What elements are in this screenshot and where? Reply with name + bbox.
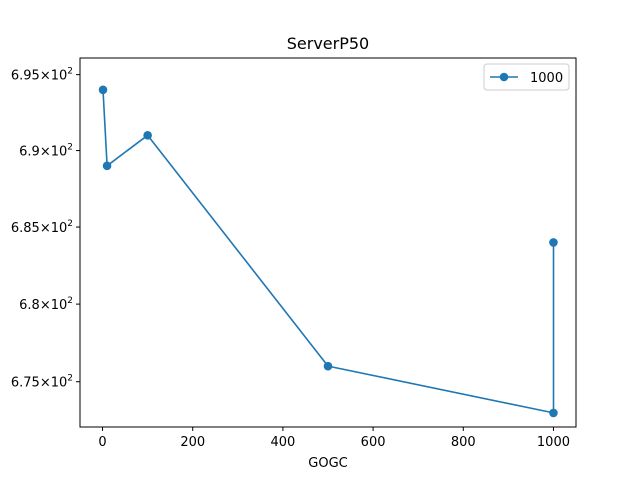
y-tick-times: ×	[40, 298, 51, 313]
y-tick-mantissa: 6.95	[11, 69, 40, 84]
y-tick-times: ×	[40, 376, 51, 391]
y-tick-label: 6.95×102	[11, 67, 73, 84]
x-tick-label: 400	[270, 435, 295, 450]
y-tick-label: 6.85×102	[11, 219, 73, 236]
data-point	[102, 161, 112, 171]
y-tick-mantissa: 6.85	[11, 221, 40, 236]
y-tick-mantissa: 6.75	[11, 376, 40, 391]
y-tick-base: 10	[51, 221, 68, 236]
data-point	[143, 131, 152, 140]
y-tick-mantissa: 6.9	[19, 145, 40, 160]
chart-title: ServerP50	[287, 34, 369, 53]
y-tick-exponent: 2	[67, 374, 73, 384]
legend: 1000	[483, 63, 570, 91]
legend-label: 1000	[530, 71, 563, 86]
plot-frame	[79, 57, 577, 428]
data-point	[98, 85, 108, 95]
y-tick-base: 10	[51, 298, 68, 313]
x-tick-label: 1000	[537, 435, 570, 450]
y-tick-exponent: 2	[67, 67, 73, 77]
y-tick-label: 6.9×102	[19, 143, 73, 160]
legend-marker	[499, 72, 509, 82]
x-tick-label: 0	[98, 435, 106, 450]
y-tick-base: 10	[51, 376, 68, 391]
y-tick-label: 6.75×102	[11, 374, 73, 391]
y-tick-times: ×	[40, 221, 51, 236]
series-layer	[98, 85, 558, 418]
y-tick-base: 10	[51, 69, 68, 84]
x-tick-label: 800	[451, 435, 476, 450]
x-axis: 0 200 400 600 800 1000	[98, 427, 570, 450]
legend-box	[483, 63, 570, 91]
data-point	[549, 238, 558, 247]
series-line	[102, 89, 555, 414]
data-point	[549, 408, 558, 418]
y-tick-mantissa: 6.8	[19, 298, 40, 313]
y-tick-exponent: 2	[67, 143, 73, 153]
x-axis-label: GOGC	[308, 456, 347, 471]
data-point	[323, 361, 333, 371]
y-tick-label: 6.8×102	[19, 296, 73, 313]
x-tick-label: 200	[180, 435, 205, 450]
y-tick-times: ×	[40, 69, 51, 84]
y-tick-times: ×	[40, 145, 51, 160]
x-tick-label: 600	[361, 435, 386, 450]
y-tick-exponent: 2	[67, 219, 73, 229]
y-tick-base: 10	[51, 145, 68, 160]
y-tick-exponent: 2	[67, 296, 73, 306]
